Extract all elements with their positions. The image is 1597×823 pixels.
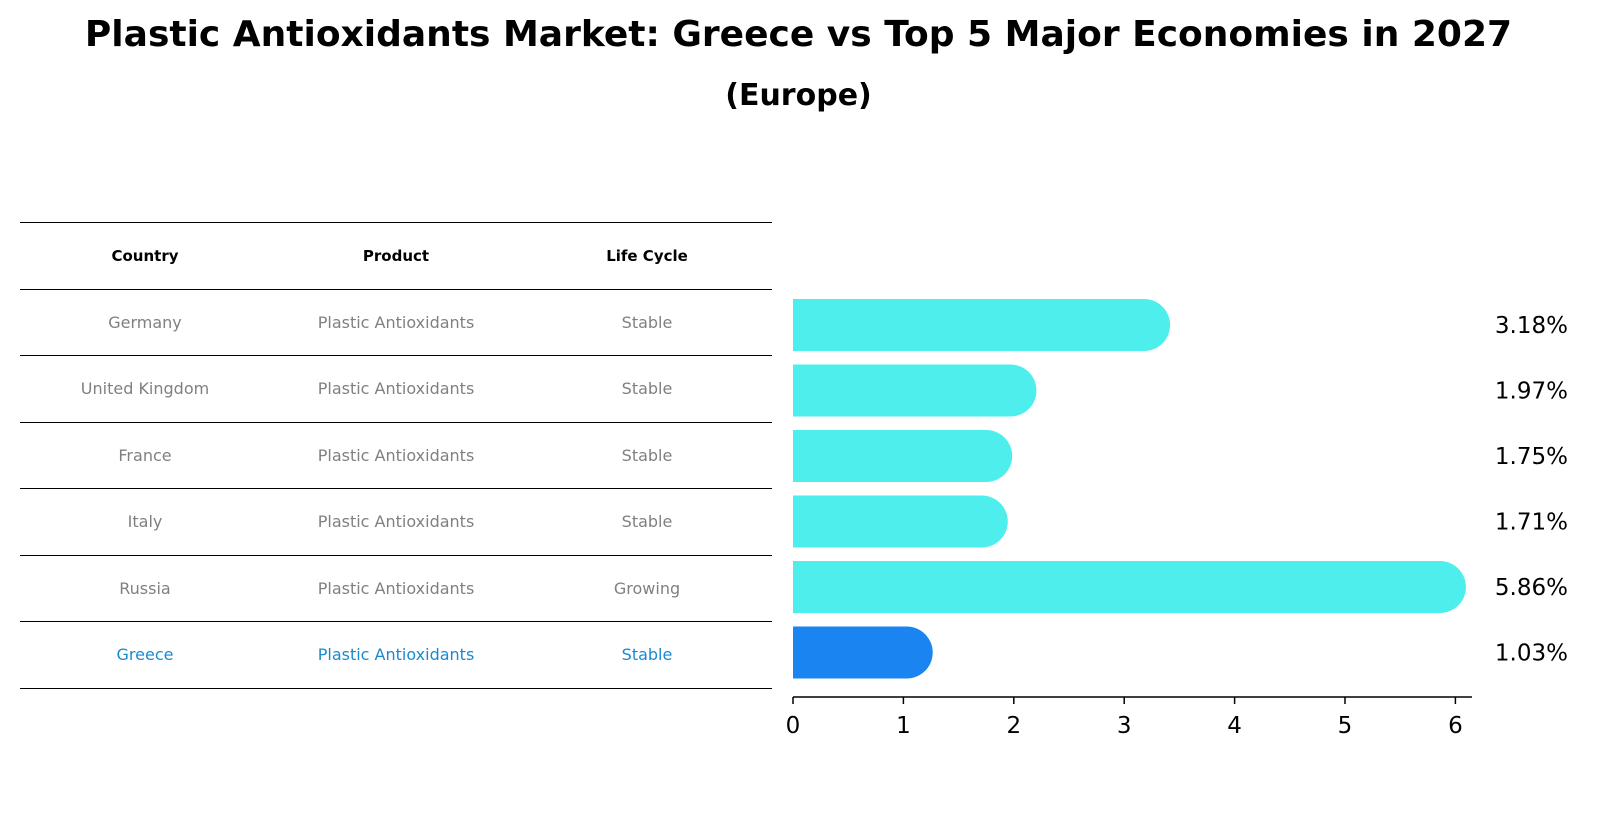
- product-cell: Plastic Antioxidants: [317, 645, 475, 665]
- country-cell: Italy: [127, 512, 163, 532]
- table-row: Russia Plastic Antioxidants Growing: [20, 556, 772, 622]
- bar-united-kingdom: [793, 364, 1037, 417]
- life-cycle-cell: Growing: [613, 578, 681, 598]
- value-label-italy: 1.71%: [1495, 510, 1568, 536]
- table-row: France Plastic Antioxidants Stable: [20, 423, 772, 489]
- table-row: Germany Plastic Antioxidants Stable: [20, 290, 772, 356]
- product-cell: Plastic Antioxidants: [317, 312, 475, 332]
- header-life-cycle: Life Cycle: [606, 246, 688, 265]
- data-table: Country Product Life Cycle Germany Plast…: [20, 222, 772, 689]
- x-tick-label: 4: [1227, 713, 1242, 739]
- bar-italy: [793, 495, 1008, 548]
- product-cell: Plastic Antioxidants: [317, 512, 475, 532]
- x-tick-label: 6: [1448, 713, 1463, 739]
- product-cell: Plastic Antioxidants: [317, 578, 475, 598]
- country-cell: Russia: [119, 578, 171, 598]
- value-label-france: 1.75%: [1495, 444, 1568, 470]
- x-tick-label: 0: [786, 713, 801, 739]
- life-cycle-cell: Stable: [621, 645, 673, 665]
- bar-greece: [793, 626, 933, 679]
- product-cell: Plastic Antioxidants: [317, 445, 475, 465]
- country-cell: France: [118, 445, 172, 465]
- value-label-united-kingdom: 1.97%: [1495, 379, 1568, 405]
- chart-subtitle: (Europe): [725, 78, 872, 113]
- country-cell: Greece: [116, 645, 174, 665]
- bar-france: [793, 430, 1013, 482]
- header-country: Country: [111, 246, 179, 265]
- x-tick-label: 3: [1117, 713, 1132, 739]
- table-row: United Kingdom Plastic Antioxidants Stab…: [20, 356, 772, 423]
- product-cell: Plastic Antioxidants: [317, 379, 475, 399]
- x-tick-label: 2: [1006, 713, 1021, 739]
- country-cell: Germany: [108, 312, 182, 332]
- bar-germany: [793, 299, 1171, 351]
- life-cycle-cell: Stable: [621, 445, 673, 465]
- life-cycle-cell: Stable: [621, 379, 673, 399]
- table-row: Italy Plastic Antioxidants Stable: [20, 489, 772, 556]
- country-cell: United Kingdom: [80, 379, 210, 399]
- x-tick-label: 1: [896, 713, 911, 739]
- life-cycle-cell: Stable: [621, 312, 673, 332]
- chart-title: Plastic Antioxidants Market: Greece vs T…: [84, 14, 1513, 55]
- table-header-row: Country Product Life Cycle: [20, 223, 772, 290]
- value-label-germany: 3.18%: [1495, 313, 1568, 339]
- bar-russia: [793, 561, 1466, 613]
- x-tick-label: 5: [1338, 713, 1353, 739]
- header-product: Product: [362, 246, 430, 265]
- table-row-highlight: Greece Plastic Antioxidants Stable: [20, 622, 772, 689]
- value-label-russia: 5.86%: [1495, 575, 1568, 601]
- value-label-greece: 1.03%: [1495, 641, 1568, 667]
- life-cycle-cell: Stable: [621, 512, 673, 532]
